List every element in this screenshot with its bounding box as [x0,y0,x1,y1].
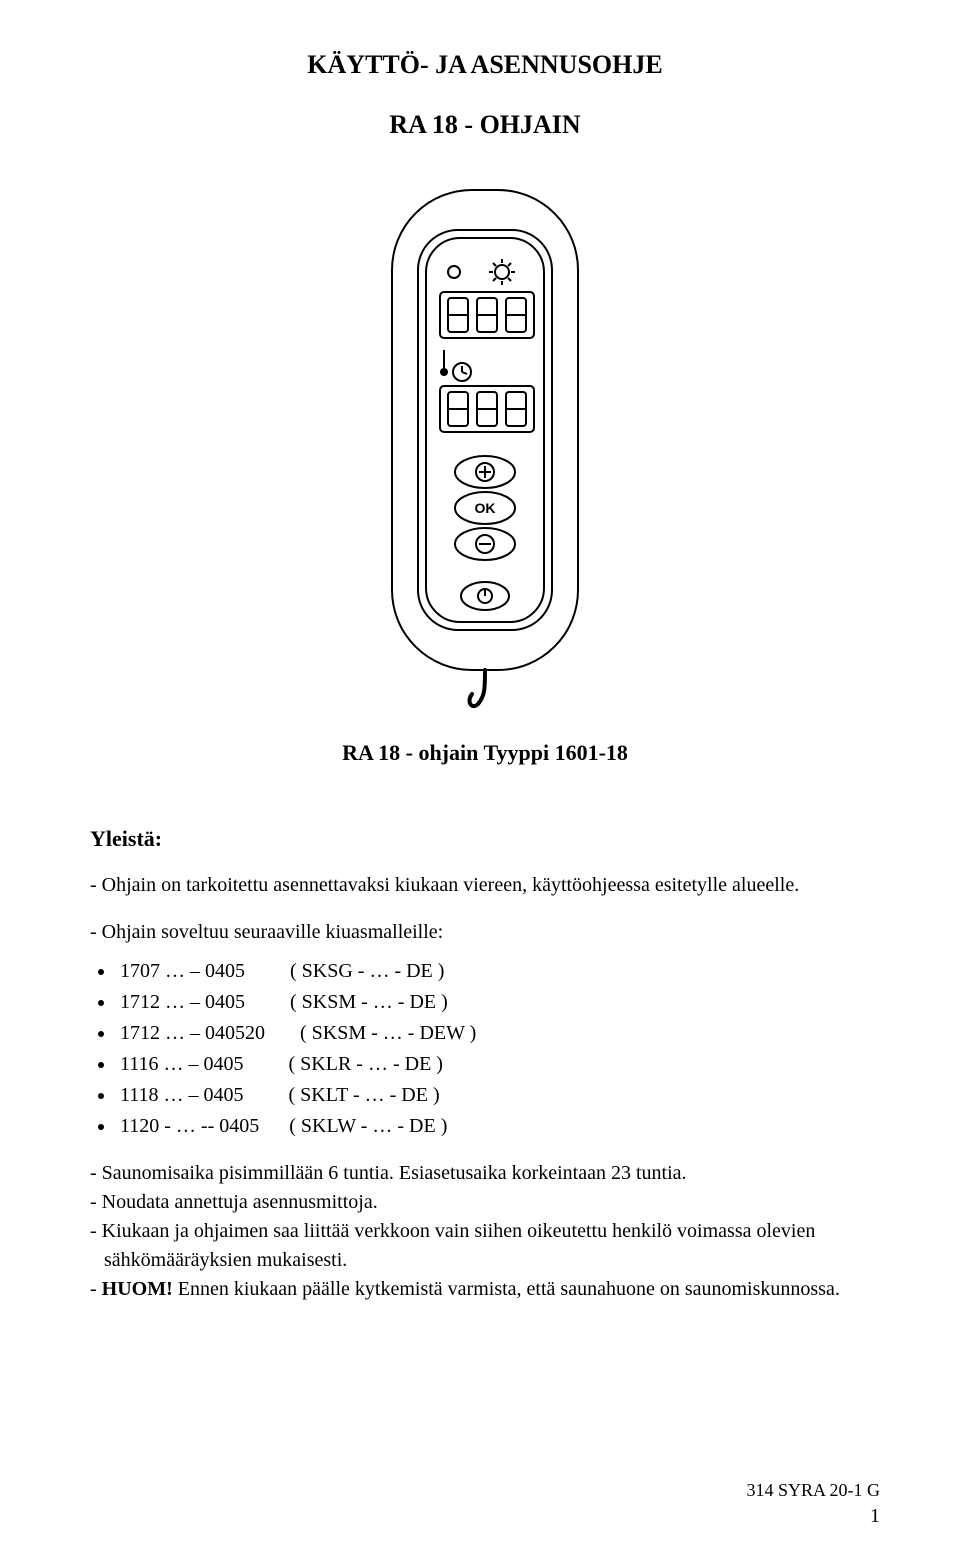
notes-block: - Saunomisaika pisimmillään 6 tuntia. Es… [90,1160,880,1303]
note-4-rest: Ennen kiukaan päälle kytkemistä varmista… [173,1278,840,1300]
intro-line-2: - Ohjain soveltuu seuraaville kiuasmalle… [90,919,880,946]
model-list-item: 1120 - … -- 0405 ( SKLW - … - DE ) [116,1111,880,1142]
document-title: KÄYTTÖ- JA ASENNUSOHJE [90,50,880,80]
section-heading: Yleistä: [90,826,880,852]
note-4: - HUOM! Ennen kiukaan päälle kytkemistä … [90,1276,880,1303]
note-4-prefix: - [90,1278,102,1300]
note-1: - Saunomisaika pisimmillään 6 tuntia. Es… [90,1160,880,1187]
page-footer: 314 SYRA 20-1 G 1 [80,1480,880,1528]
svg-text:OK: OK [475,500,496,516]
footer-reference: 314 SYRA 20-1 G [80,1480,880,1501]
model-list: 1707 … – 0405 ( SKSG - … - DE )1712 … – … [116,956,880,1142]
note-4-bold: HUOM! [102,1278,173,1300]
remote-diagram: OK [90,180,880,710]
remote-svg-icon: OK [370,180,600,710]
model-list-item: 1712 … – 040520 ( SKSM - … - DEW ) [116,1018,880,1049]
model-list-item: 1707 … – 0405 ( SKSG - … - DE ) [116,956,880,987]
note-3b: sähkömääräyksien mukaisesti. [90,1247,880,1274]
diagram-caption: RA 18 - ohjain Tyyppi 1601-18 [90,740,880,766]
document-subtitle: RA 18 - OHJAIN [90,110,880,140]
footer-page-number: 1 [80,1505,880,1528]
model-list-item: 1118 … – 0405 ( SKLT - … - DE ) [116,1080,880,1111]
model-list-item: 1116 … – 0405 ( SKLR - … - DE ) [116,1049,880,1080]
note-2: - Noudata annettuja asennusmittoja. [90,1189,880,1216]
note-3a: - Kiukaan ja ohjaimen saa liittää verkko… [90,1218,880,1245]
intro-line-1: - Ohjain on tarkoitettu asennettavaksi k… [90,872,880,899]
model-list-item: 1712 … – 0405 ( SKSM - … - DE ) [116,987,880,1018]
